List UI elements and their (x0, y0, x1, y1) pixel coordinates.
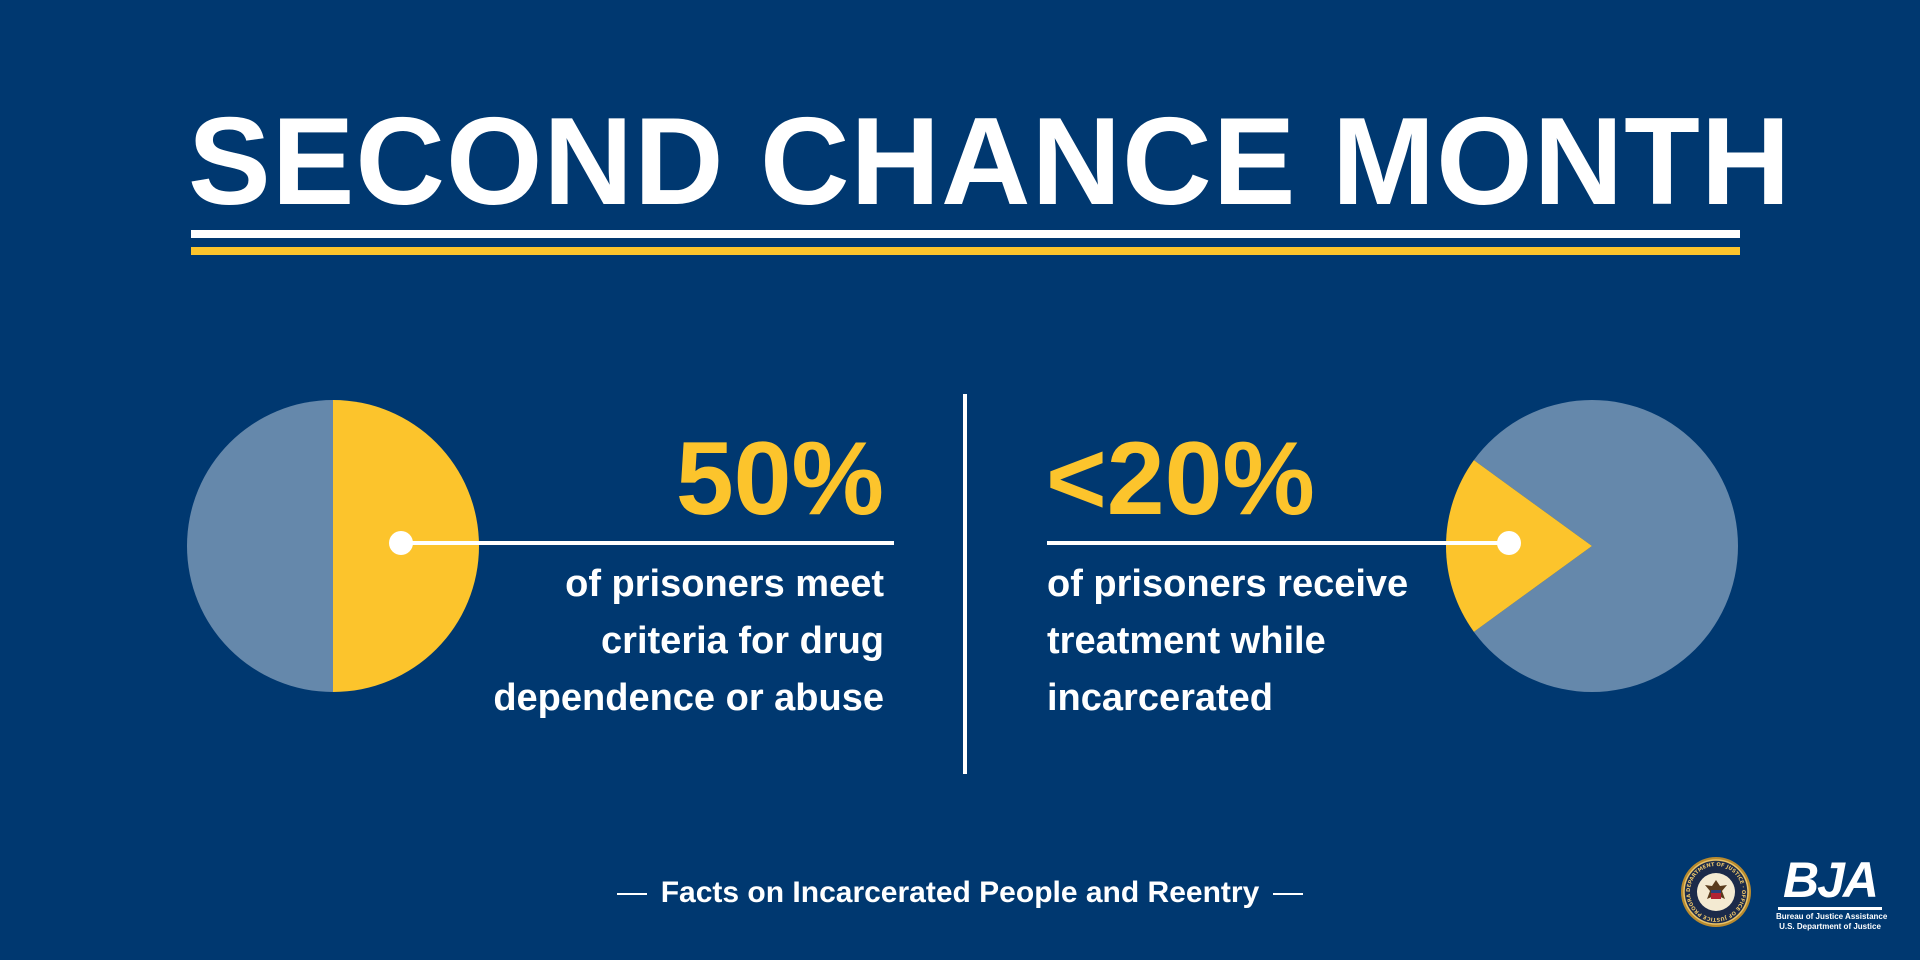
footer-text: Facts on Incarcerated People and Reentry (660, 876, 1260, 909)
bja-logo: BJA Bureau of Justice Assistance U.S. De… (1776, 852, 1888, 932)
description-line: of prisoners meet (565, 563, 884, 605)
dash-right (1273, 893, 1304, 896)
stat-description-right: of prisoners receive treatment while inc… (1047, 556, 1408, 727)
description-line: criteria for drug (601, 620, 884, 662)
bja-mark: BJA (1782, 852, 1879, 908)
connector-line-right (1047, 541, 1509, 545)
stat-description-left: of prisoners meet criteria for drug depe… (493, 556, 884, 727)
description-line: treatment while (1047, 620, 1326, 662)
description-line: dependence or abuse (493, 677, 884, 719)
connector-dot-right (1497, 531, 1521, 555)
stat-value-right: <20% (1046, 421, 1315, 537)
bja-line-2: U.S. Department of Justice (1779, 922, 1881, 931)
pie-chart-right (1446, 400, 1738, 692)
bja-rule (1778, 907, 1882, 910)
pie-slice-remainder (1473, 400, 1738, 692)
footer-caption: Facts on Incarcerated People and Reentry (560, 873, 1360, 913)
description-line: incarcerated (1047, 677, 1274, 719)
page-title: SECOND CHANCE MONTH (188, 93, 1792, 231)
stat-value-left: 50% (675, 421, 884, 537)
bja-line-1: Bureau of Justice Assistance (1776, 912, 1888, 921)
title-underline-white (191, 230, 1740, 238)
connector-line-left (406, 541, 894, 545)
center-divider (963, 394, 967, 774)
doj-seal-icon: DEPARTMENT OF JUSTICE · OFFICE OF JUSTIC… (1680, 856, 1751, 927)
dash-left (616, 893, 647, 896)
title-underline-gold (191, 247, 1740, 255)
connector-dot-left (389, 531, 413, 555)
pie-slice-remainder (187, 400, 333, 692)
description-line: of prisoners receive (1047, 563, 1409, 605)
pie-chart-left (187, 400, 479, 692)
